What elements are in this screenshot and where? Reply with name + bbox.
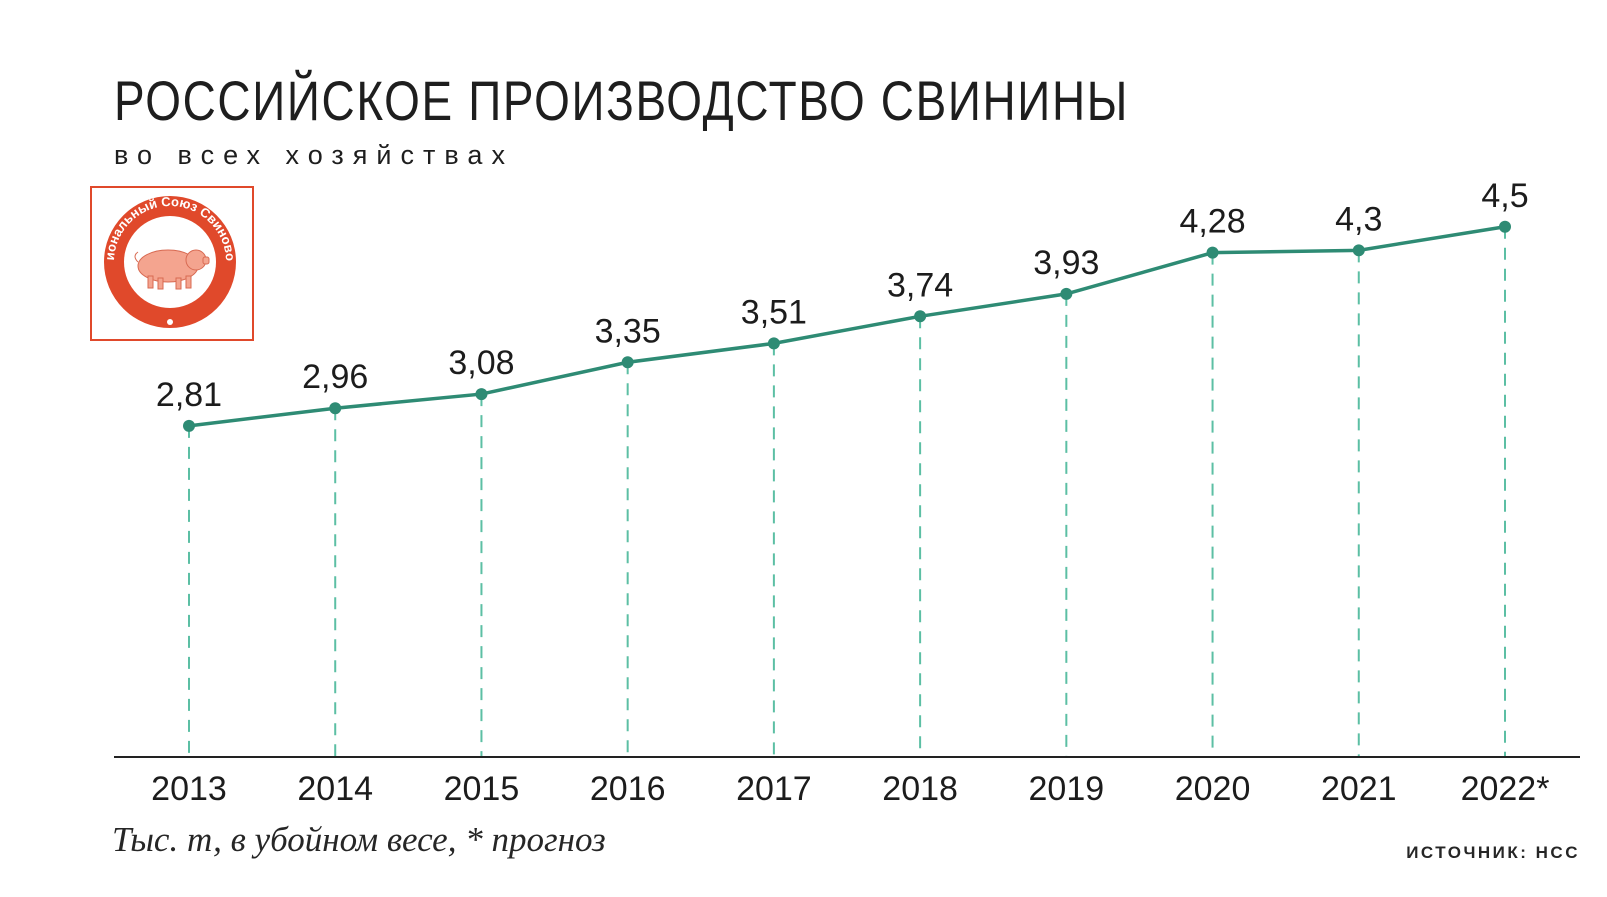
- data-label: 3,08: [448, 344, 514, 382]
- chart-title: РОССИЙСКОЕ ПРОИЗВОДСТВО СВИНИНЫ: [114, 69, 1130, 132]
- units-note: Тыс. т, в убойном весе, * прогноз: [112, 820, 606, 859]
- data-point: [1206, 246, 1219, 259]
- data-label: 2,96: [302, 358, 368, 396]
- x-tick-label: 2021: [1321, 770, 1397, 808]
- x-tick-label: 2013: [151, 770, 227, 808]
- pig-icon: [134, 249, 210, 290]
- x-tick-label: 2020: [1175, 770, 1251, 808]
- data-point: [1060, 287, 1073, 300]
- data-point: [621, 356, 634, 369]
- data-label: 4,5: [1481, 177, 1528, 215]
- nss-logo: Национальный Союз Свиноводов: [90, 186, 254, 341]
- data-point: [1352, 244, 1365, 257]
- data-label: 3,93: [1033, 244, 1099, 282]
- x-tick-label: 2022*: [1461, 770, 1550, 808]
- x-tick-label: 2018: [882, 770, 958, 808]
- x-tick-label: 2014: [297, 770, 373, 808]
- data-point: [914, 310, 927, 323]
- source-label: ИСТОЧНИК: НСС: [1406, 843, 1580, 862]
- x-tick-label: 2015: [444, 770, 520, 808]
- data-label: 3,74: [887, 266, 953, 304]
- data-point: [1499, 220, 1511, 233]
- x-tick-label: 2019: [1029, 770, 1105, 808]
- data-label: 4,3: [1335, 200, 1382, 238]
- data-label: 2,81: [156, 376, 222, 414]
- data-point: [475, 388, 488, 401]
- data-label: 4,28: [1179, 203, 1245, 241]
- data-point: [329, 402, 342, 415]
- x-tick-label: 2016: [590, 770, 666, 808]
- data-point: [767, 337, 780, 350]
- x-tick-label: 2017: [736, 770, 812, 808]
- data-point: [183, 419, 195, 432]
- data-label: 3,35: [595, 312, 661, 350]
- chart-subtitle: во всех хозяйствах: [114, 140, 514, 170]
- data-label: 3,51: [741, 293, 807, 331]
- series-line: [188, 225, 1506, 428]
